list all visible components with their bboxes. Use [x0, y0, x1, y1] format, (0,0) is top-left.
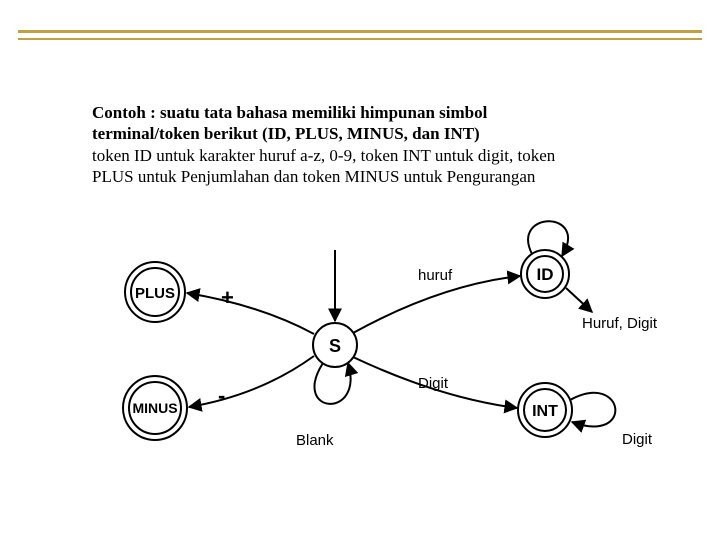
edge-s-selfloop [315, 363, 351, 404]
text-line-3: token ID untuk karakter huruf a-z, 0-9, … [92, 146, 555, 165]
edge-label-digit: Digit [418, 375, 449, 392]
slide: Contoh : suatu tata bahasa memiliki himp… [0, 0, 720, 540]
edge-label-blank: Blank [296, 432, 334, 449]
edge-int-selfloop [570, 393, 615, 427]
node-s: S [313, 323, 357, 367]
node-int: INT [518, 383, 572, 437]
edge-label-plus: + [221, 285, 234, 310]
edge-label-minus: - [218, 383, 225, 408]
edge-s-to-plus [187, 293, 314, 334]
node-id-label: ID [537, 265, 554, 284]
node-s-label: S [329, 336, 341, 356]
node-plus-label: PLUS [135, 285, 175, 302]
edge-s-to-minus [189, 356, 314, 407]
divider-thin [18, 38, 702, 40]
edge-label-huruf: huruf [418, 267, 453, 284]
edge-label-id-loop: Huruf, Digit [582, 315, 658, 332]
description-text: Contoh : suatu tata bahasa memiliki himp… [92, 102, 632, 187]
text-line-1: Contoh : suatu tata bahasa memiliki himp… [92, 103, 487, 122]
edge-s-to-id [353, 276, 520, 333]
text-line-2: terminal/token berikut (ID, PLUS, MINUS,… [92, 124, 480, 143]
node-int-label: INT [532, 403, 558, 420]
node-minus-label: MINUS [132, 400, 177, 416]
node-id: ID [521, 250, 569, 298]
edge-id-label-connector [566, 288, 592, 312]
node-minus: MINUS [123, 376, 187, 440]
text-line-4: PLUS untuk Penjumlahan dan token MINUS u… [92, 167, 535, 186]
edge-label-int-loop: Digit [622, 431, 653, 448]
state-diagram: + - huruf Digit Blank Huruf, Digit Digit… [0, 220, 720, 540]
node-plus: PLUS [125, 262, 185, 322]
divider-thick [18, 30, 702, 33]
